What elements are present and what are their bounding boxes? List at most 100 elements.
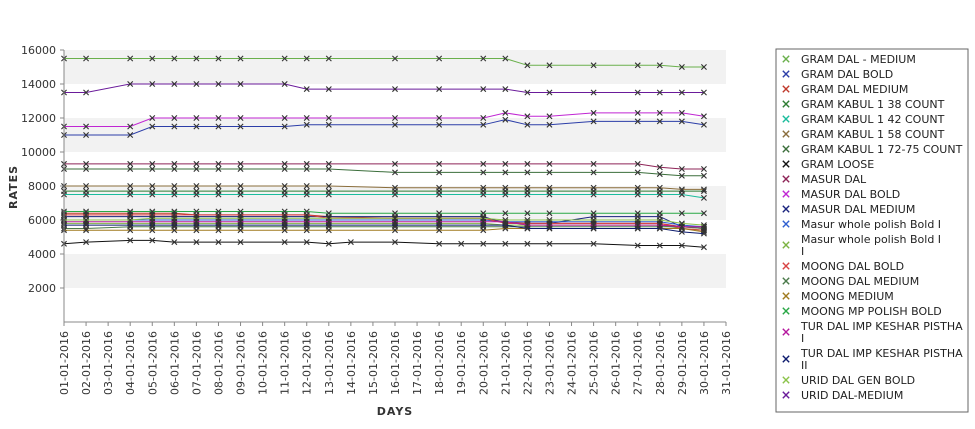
x-tick-label: 04-01-2016 xyxy=(124,331,137,395)
data-point xyxy=(392,210,398,217)
data-point xyxy=(590,89,597,96)
series-20 xyxy=(61,215,707,229)
data-point xyxy=(590,118,597,125)
data-point xyxy=(502,116,509,123)
data-point xyxy=(171,55,178,62)
legend-label: Masur whole polish Bold I xyxy=(801,233,941,246)
data-point xyxy=(171,222,178,229)
data-point xyxy=(127,217,134,223)
data-point xyxy=(281,239,288,246)
x-tick-label: 18-01-2016 xyxy=(433,331,446,395)
data-point xyxy=(127,81,134,87)
data-point xyxy=(171,215,178,222)
data-point xyxy=(436,240,443,247)
data-point xyxy=(281,222,288,229)
data-point xyxy=(590,62,597,69)
data-point xyxy=(458,240,465,247)
x-axis-title: DAYS xyxy=(377,405,413,418)
data-point xyxy=(215,227,222,234)
data-point xyxy=(436,115,443,121)
data-point xyxy=(524,89,531,96)
data-point xyxy=(678,64,685,70)
data-point xyxy=(436,215,443,222)
legend-marker xyxy=(782,85,790,93)
data-point xyxy=(436,121,443,128)
series-line xyxy=(64,119,704,136)
plot-background xyxy=(64,50,726,322)
data-point xyxy=(127,123,134,130)
legend-marker xyxy=(782,175,790,183)
data-point xyxy=(634,217,641,223)
data-point xyxy=(237,55,244,62)
data-point xyxy=(392,115,398,121)
data-point xyxy=(502,222,509,229)
data-point xyxy=(325,215,332,222)
data-point xyxy=(171,191,178,198)
data-point xyxy=(634,160,641,167)
data-point xyxy=(193,166,200,172)
x-tick-label: 16-01-2016 xyxy=(389,331,402,395)
data-point xyxy=(678,172,685,179)
data-point xyxy=(546,89,553,96)
data-point xyxy=(634,242,641,249)
data-point xyxy=(281,115,288,121)
data-point xyxy=(281,191,288,198)
data-point xyxy=(303,222,310,229)
data-point xyxy=(237,166,244,172)
data-point xyxy=(700,222,707,229)
data-point xyxy=(524,210,531,217)
data-point xyxy=(325,240,332,247)
legend-label: MASUR DAL BOLD xyxy=(801,188,900,201)
legend-label: MOONG MEDIUM xyxy=(801,290,894,303)
data-point xyxy=(83,166,90,172)
data-point xyxy=(392,191,398,198)
data-point xyxy=(215,215,222,222)
data-point xyxy=(127,55,134,62)
axes xyxy=(63,50,726,323)
series-line xyxy=(64,83,704,93)
series-2 xyxy=(61,116,707,138)
y-tick-label: 6000 xyxy=(28,214,56,227)
data-point xyxy=(436,169,443,176)
data-point xyxy=(480,169,487,176)
legend-marker xyxy=(782,55,790,63)
x-tick-label: 30-01-2016 xyxy=(698,331,711,395)
data-point xyxy=(237,227,244,234)
data-point xyxy=(480,191,487,198)
y-tick-label: 10000 xyxy=(21,146,56,159)
x-tick-label: 19-01-2016 xyxy=(455,331,468,395)
data-point xyxy=(303,215,310,222)
data-point xyxy=(149,191,156,198)
data-point xyxy=(281,227,288,234)
data-point xyxy=(524,184,531,191)
data-point xyxy=(656,109,663,116)
legend-marker xyxy=(782,145,790,153)
series-line xyxy=(64,194,704,199)
legend-marker xyxy=(782,292,790,300)
data-point xyxy=(480,55,487,62)
x-tick-label: 13-01-2016 xyxy=(323,331,336,395)
data-point xyxy=(392,222,398,229)
data-point xyxy=(436,191,443,198)
data-point xyxy=(392,55,398,62)
data-point xyxy=(83,183,90,189)
series-17 xyxy=(61,208,707,217)
legend-marker xyxy=(782,391,790,399)
data-point xyxy=(700,244,707,251)
data-point xyxy=(325,160,332,167)
data-point xyxy=(281,208,288,215)
series-19 xyxy=(61,222,707,237)
data-point xyxy=(83,89,90,96)
data-point xyxy=(325,222,332,229)
series-line xyxy=(64,185,704,190)
series-line xyxy=(64,221,704,228)
data-point xyxy=(546,160,553,167)
data-point xyxy=(127,191,134,198)
series-layer xyxy=(61,55,707,251)
data-point xyxy=(524,113,531,120)
data-point xyxy=(215,166,222,172)
data-point xyxy=(502,86,509,93)
data-point xyxy=(546,225,553,232)
data-point xyxy=(524,191,531,198)
